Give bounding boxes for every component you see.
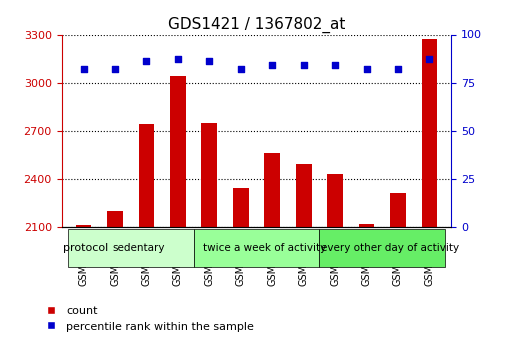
Point xyxy=(331,62,339,68)
Title: GDS1421 / 1367802_at: GDS1421 / 1367802_at xyxy=(168,17,345,33)
Point xyxy=(80,66,88,72)
Bar xyxy=(359,224,374,345)
Point xyxy=(268,62,277,68)
Bar xyxy=(76,225,91,345)
Point xyxy=(174,57,182,62)
Bar xyxy=(264,153,280,345)
Bar xyxy=(390,193,406,345)
Text: protocol: protocol xyxy=(63,243,108,253)
Text: every other day of activity: every other day of activity xyxy=(321,243,459,253)
Point xyxy=(205,59,213,64)
Bar xyxy=(422,39,437,345)
Point xyxy=(425,57,433,62)
Bar xyxy=(107,211,123,345)
Point xyxy=(236,66,245,72)
Bar xyxy=(202,122,217,345)
Bar xyxy=(296,164,311,345)
Bar xyxy=(139,124,154,345)
FancyBboxPatch shape xyxy=(193,229,320,267)
Point xyxy=(394,66,402,72)
Bar xyxy=(233,188,249,345)
Text: twice a week of activity: twice a week of activity xyxy=(203,243,326,253)
Text: sedentary: sedentary xyxy=(112,243,165,253)
Bar xyxy=(170,76,186,345)
FancyBboxPatch shape xyxy=(320,229,445,267)
Bar xyxy=(327,174,343,345)
Point xyxy=(111,66,119,72)
FancyBboxPatch shape xyxy=(68,229,193,267)
Legend: count, percentile rank within the sample: count, percentile rank within the sample xyxy=(42,301,258,336)
Point xyxy=(142,59,150,64)
Point xyxy=(363,66,371,72)
Point xyxy=(300,62,308,68)
